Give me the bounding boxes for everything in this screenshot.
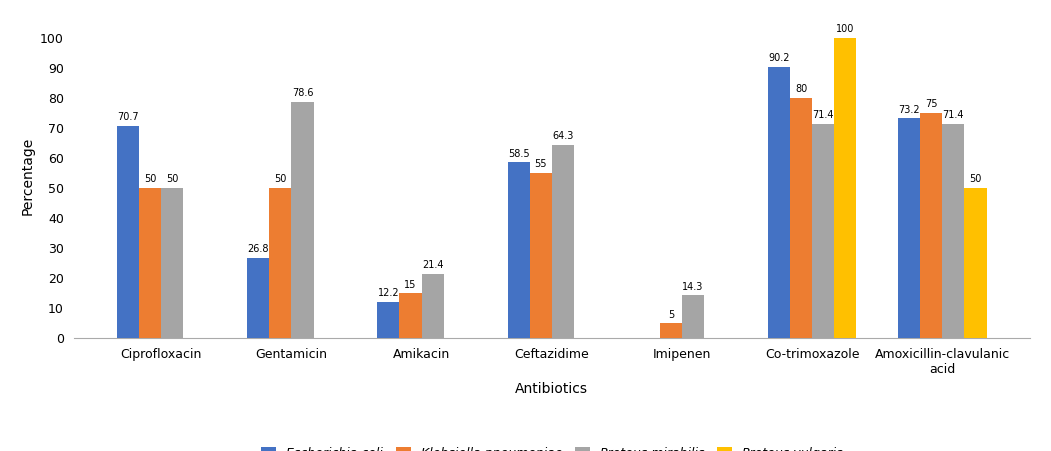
X-axis label: Antibiotics: Antibiotics [515, 382, 589, 396]
Text: 14.3: 14.3 [682, 281, 704, 292]
Bar [812, 124, 834, 338]
Bar [682, 295, 704, 338]
Text: 90.2: 90.2 [768, 53, 789, 64]
Bar [161, 188, 184, 338]
Text: 64.3: 64.3 [552, 131, 574, 141]
Text: 71.4: 71.4 [812, 110, 833, 120]
Text: 58.5: 58.5 [508, 149, 530, 159]
Bar [965, 188, 987, 338]
Bar [834, 37, 857, 338]
Text: 50: 50 [166, 174, 179, 184]
Bar [530, 173, 552, 338]
Bar [552, 145, 574, 338]
Legend: Escherichia coli, Klebsiella pneumoniae, Proteus mirabilis, Proteus vulgaris: Escherichia coli, Klebsiella pneumoniae,… [256, 442, 847, 451]
Text: 55: 55 [535, 159, 547, 169]
Bar [399, 293, 421, 338]
Text: 100: 100 [837, 24, 854, 34]
Bar [421, 274, 444, 338]
Bar [920, 113, 943, 338]
Bar [117, 126, 139, 338]
Text: 50: 50 [144, 174, 157, 184]
Text: 15: 15 [405, 280, 417, 290]
Text: 50: 50 [274, 174, 287, 184]
Bar [247, 258, 269, 338]
Text: 70.7: 70.7 [118, 112, 139, 122]
Bar [139, 188, 161, 338]
Text: 5: 5 [667, 309, 674, 320]
Text: 50: 50 [969, 174, 982, 184]
Bar [377, 302, 399, 338]
Bar [291, 102, 313, 338]
Bar [790, 98, 812, 338]
Bar [269, 188, 291, 338]
Text: 78.6: 78.6 [292, 88, 313, 98]
Text: 80: 80 [795, 84, 807, 94]
Y-axis label: Percentage: Percentage [20, 137, 35, 215]
Text: 73.2: 73.2 [899, 105, 920, 115]
Text: 71.4: 71.4 [943, 110, 964, 120]
Bar [898, 118, 920, 338]
Bar [768, 67, 790, 338]
Text: 26.8: 26.8 [248, 244, 269, 254]
Bar [508, 162, 530, 338]
Text: 75: 75 [925, 99, 937, 109]
Bar [943, 124, 965, 338]
Text: 21.4: 21.4 [421, 260, 444, 270]
Text: 12.2: 12.2 [377, 288, 399, 298]
Bar [660, 323, 682, 338]
